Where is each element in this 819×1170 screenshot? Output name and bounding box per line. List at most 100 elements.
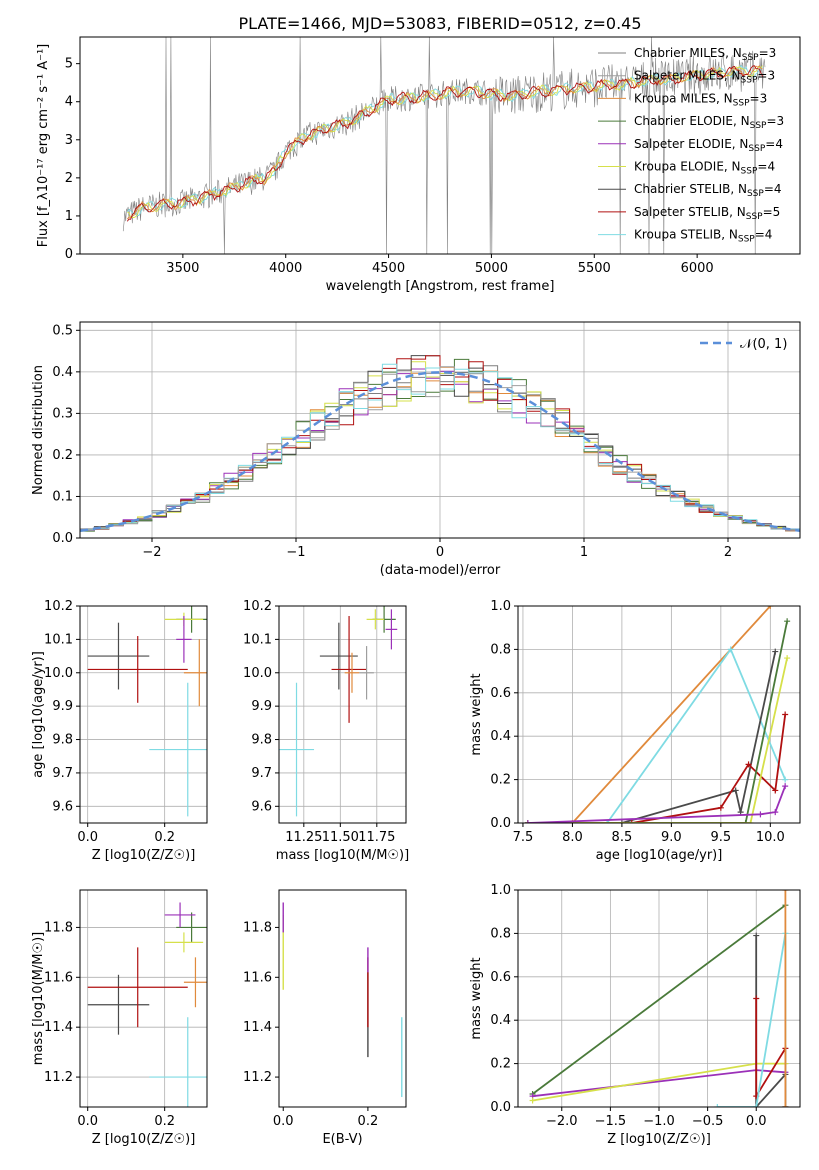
y-tick-label: 0.3	[52, 406, 73, 421]
y-tick-label: 1	[65, 209, 73, 224]
weight-marker	[784, 655, 791, 662]
y-tick-label: 11.6	[243, 970, 272, 985]
mass-vs-EBV-panel: 0.0 0.2 11.2 11.4 11.6 11.8 E(B-V)	[243, 889, 407, 1147]
weight-line	[527, 621, 788, 823]
y-tick-label: 1.0	[490, 883, 511, 898]
y-tick-label: 1.0	[490, 599, 511, 614]
weight-marker	[753, 1104, 760, 1107]
y-tick-label: 10.2	[243, 599, 272, 614]
y-axis-label: mass [log10(M/M☉)]	[31, 932, 46, 1065]
plot-frame	[278, 605, 407, 824]
weight-marker	[604, 820, 611, 823]
y-tick-label: 0.2	[52, 448, 73, 463]
age-vs-Z-plot	[87, 606, 207, 817]
y-tick-label: 0.0	[52, 531, 73, 546]
x-axis-label: (data-model)/error	[380, 563, 501, 578]
y-tick-label: 0.6	[490, 970, 511, 985]
figure-title: PLATE=1466, MJD=53083, FIBERID=0512, z=0…	[238, 14, 641, 33]
y-tick-label: 11.2	[44, 1070, 73, 1085]
weight-line	[527, 647, 787, 823]
weight-marker	[742, 820, 749, 823]
x-tick-label: 11.50	[322, 830, 359, 845]
x-tick-label: 11.75	[358, 830, 395, 845]
legend-entry: 𝒩(0, 1)	[740, 337, 787, 352]
plot-frame	[79, 605, 208, 824]
legend-entry: Salpeter MILES, NSSP=3	[634, 69, 775, 86]
y-tick-label: 9.7	[52, 766, 73, 781]
x-tick-label: 4500	[372, 261, 405, 276]
y-tick-label: 9.6	[52, 799, 73, 814]
y-tick-label: 11.4	[243, 1020, 272, 1035]
x-tick-label: 10.0	[756, 830, 785, 845]
x-axis-label: age [log10(age/yr)]	[596, 848, 723, 863]
x-axis-label: E(B-V)	[322, 1132, 362, 1147]
x-tick-label: −1.0	[643, 1114, 675, 1129]
y-tick-label: 9.9	[251, 699, 272, 714]
spectrum-model-line	[127, 65, 763, 218]
residuals-panel: −2 −1 0 1 2 0.0 0.1 0.2 0.3 0.4 0.5 (data-model)/er…	[31, 321, 801, 578]
weight-vs-Z-plot	[529, 890, 789, 1107]
x-tick-label: 0.2	[358, 1114, 379, 1129]
x-tick-label: 8.5	[612, 830, 633, 845]
y-tick-label: 4	[65, 95, 73, 110]
x-tick-label: 7.5	[513, 830, 534, 845]
weight-marker	[782, 783, 789, 790]
x-tick-label: 9.0	[661, 830, 682, 845]
y-tick-label: 9.8	[251, 733, 272, 748]
spectrum-model-line	[126, 65, 763, 220]
legend-entry: Kroupa ELODIE, NSSP=4	[634, 160, 775, 177]
x-tick-label: 3500	[166, 261, 199, 276]
y-tick-label: 9.9	[52, 699, 73, 714]
x-tick-label: 0.2	[154, 830, 175, 845]
age-vs-Z-panel: 0.0 0.2 9.6 9.7 9.8 9.9 10.0 10.1 10.2 Z [log10(Z…	[31, 599, 208, 863]
x-axis-label: Z [log10(Z/Z☉)]	[92, 1132, 196, 1147]
y-tick-label: 11.2	[243, 1070, 272, 1085]
y-tick-label: 9.8	[52, 733, 73, 748]
weight-marker	[524, 820, 531, 823]
weight-marker	[727, 646, 734, 653]
weight-line	[527, 606, 771, 823]
weight-marker	[628, 820, 635, 823]
legend-entry: Kroupa MILES, NSSP=3	[634, 91, 767, 108]
y-tick-label: 10.2	[44, 599, 73, 614]
x-axis-label: mass [log10(M/M☉)]	[276, 848, 409, 863]
plot-frame	[517, 889, 801, 1108]
legend-entry: Chabrier STELIB, NSSP=4	[634, 182, 782, 199]
weight-marker	[618, 820, 625, 823]
weight-marker	[745, 761, 752, 768]
spectrum-panel: 3500 4000 4500 5000 5500 6000 0 1 2 3 4 5 wavelength…	[36, 36, 801, 294]
weight-vs-Z-panel: −2.0 −1.5 −1.0 −0.5 0.0 0.0 0.2 0.4 0.6 0.8 1.0 Z […	[469, 883, 801, 1147]
y-axis-label: age [log10(age/yr)]	[31, 651, 46, 778]
y-tick-label: 11.8	[243, 920, 272, 935]
weight-vs-age-panel: 7.5 8.0 8.5 9.0 9.5 10.0 0.0 0.2 0.4 0.6 0.8 1.0 age…	[469, 599, 801, 863]
mass-vs-EBV-plot	[282, 902, 403, 1098]
weight-marker	[753, 932, 760, 939]
x-tick-label: −2	[142, 545, 161, 560]
y-tick-label: 11.4	[44, 1020, 73, 1035]
y-tick-label: 0.4	[490, 1013, 511, 1028]
y-tick-label: 10.1	[44, 632, 73, 647]
spectrum-model-line	[126, 64, 763, 216]
y-tick-label: 0.4	[52, 365, 73, 380]
y-tick-label: 2	[65, 171, 73, 186]
x-tick-label: 5500	[578, 261, 611, 276]
weight-marker	[767, 606, 774, 609]
weight-vs-age-plot	[524, 606, 791, 823]
x-tick-label: 0.0	[746, 1114, 767, 1129]
x-tick-label: −0.5	[692, 1114, 724, 1129]
legend-entry: Salpeter ELODIE, NSSP=4	[634, 137, 783, 154]
y-tick-label: 0.0	[490, 1100, 511, 1115]
weight-marker	[772, 809, 779, 816]
x-tick-label: 1	[580, 545, 588, 560]
y-tick-label: 9.7	[251, 766, 272, 781]
weight-marker	[757, 811, 764, 818]
plot-frame	[79, 321, 801, 539]
x-tick-label: −1.5	[595, 1114, 627, 1129]
y-tick-label: 0	[65, 247, 73, 262]
x-tick-label: 0.2	[154, 1114, 175, 1129]
y-tick-label: 0.1	[52, 489, 73, 504]
mass-vs-Z-panel: 0.0 0.2 11.2 11.4 11.6 11.8 Z [log10(Z/Z☉)] mas…	[31, 889, 208, 1147]
x-tick-label: 0.0	[77, 1114, 98, 1129]
legend-entry: Kroupa STELIB, NSSP=4	[634, 228, 772, 245]
weight-marker	[782, 776, 789, 783]
